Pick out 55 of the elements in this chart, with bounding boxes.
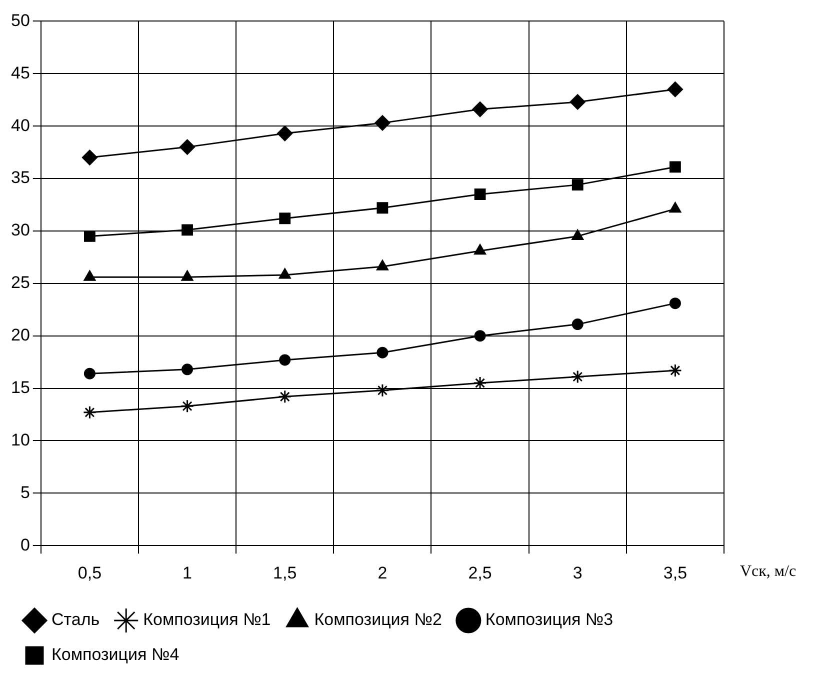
point	[84, 368, 96, 380]
point	[570, 94, 586, 110]
point	[474, 244, 486, 255]
point	[278, 390, 292, 404]
point	[182, 224, 193, 236]
legend-label: Композиция №2	[314, 610, 442, 630]
y-tick-label: 40	[10, 116, 30, 135]
point	[668, 364, 682, 378]
y-tick-label: 10	[10, 430, 30, 450]
point	[670, 161, 681, 173]
y-tick-label: 20	[10, 326, 30, 345]
x-axis-title: Vск, м/с	[740, 562, 796, 580]
point	[667, 82, 683, 98]
y-tick-label: 25	[10, 273, 30, 292]
point	[669, 202, 682, 213]
point	[473, 376, 487, 390]
point	[472, 102, 488, 118]
point	[474, 188, 486, 200]
point	[572, 318, 584, 330]
point	[376, 202, 388, 214]
x-tick-label: 1,5	[273, 563, 297, 582]
point	[376, 346, 388, 358]
point	[82, 406, 96, 420]
point	[182, 364, 194, 376]
x-tick-label: 3,5	[663, 563, 688, 582]
point	[572, 179, 584, 191]
point	[180, 399, 194, 413]
y-tick-label: 30	[10, 220, 30, 240]
y-tick-label: 15	[10, 378, 30, 397]
point	[180, 139, 196, 155]
x-tick-label: 1	[182, 563, 192, 582]
point	[279, 212, 291, 224]
y-tick-label: 5	[20, 482, 30, 502]
point	[277, 126, 293, 142]
point	[374, 115, 390, 131]
legend-label: Композиция №4	[52, 645, 180, 664]
x-tick-label: 3	[572, 563, 582, 582]
point	[474, 330, 486, 342]
y-tick-label: 0	[20, 535, 30, 554]
point	[82, 150, 98, 166]
y-tick-label: 50	[10, 10, 30, 30]
point	[376, 384, 390, 398]
x-tick-label: 0,5	[78, 563, 102, 582]
x-tick-label: 2	[378, 563, 388, 582]
point	[279, 354, 291, 366]
legend-label: Композиция №3	[485, 610, 614, 630]
legend-label: Композиция №1	[143, 610, 271, 630]
point	[84, 230, 96, 242]
x-tick-label: 2,5	[468, 563, 492, 582]
point	[669, 298, 681, 310]
point	[278, 268, 291, 279]
y-tick-label: 45	[10, 63, 30, 82]
point	[570, 370, 584, 384]
y-tick-label: 35	[10, 168, 30, 188]
legend-label: Сталь	[52, 610, 100, 630]
